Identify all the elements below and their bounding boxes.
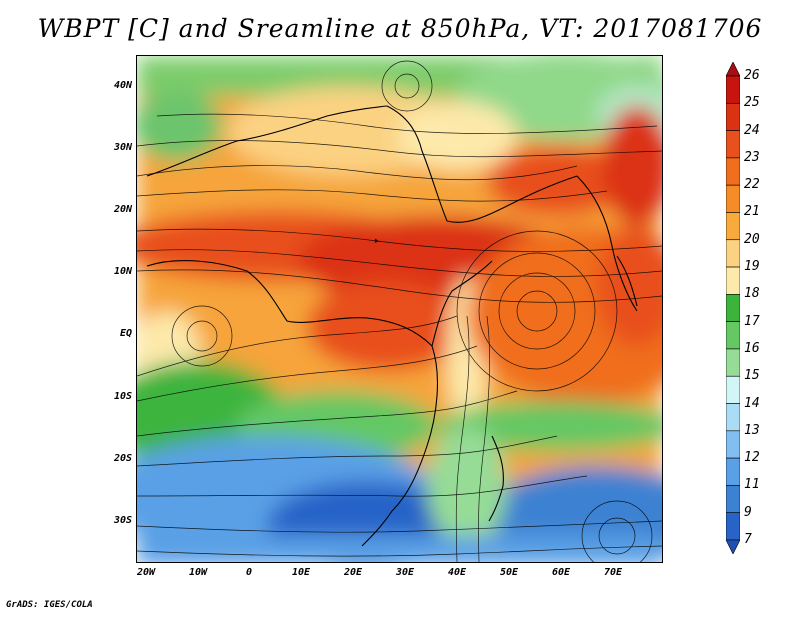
colorbar-label: 14 bbox=[744, 395, 760, 411]
colorbar-segment bbox=[725, 403, 741, 432]
lon-label-40e: 40E bbox=[447, 567, 467, 578]
colorbar-segment-min bbox=[725, 539, 741, 555]
colorbar-label: 7 bbox=[744, 532, 752, 547]
colorbar-label: 12 bbox=[744, 450, 760, 466]
colorbar-segment bbox=[725, 375, 741, 404]
colorbar-label: 13 bbox=[744, 422, 760, 438]
lon-label-70e: 70E bbox=[603, 567, 623, 578]
lat-label-20n: 20N bbox=[113, 204, 132, 215]
colorbar-svg bbox=[725, 61, 741, 555]
lat-label-10s: 10S bbox=[113, 391, 132, 402]
colorbar-segment bbox=[725, 512, 741, 541]
lon-label-30e: 30E bbox=[395, 567, 415, 578]
colorbar-segment bbox=[725, 485, 741, 514]
lon-label-20e: 20E bbox=[343, 567, 363, 578]
lat-label-10n: 10N bbox=[113, 266, 132, 277]
colorbar-segment bbox=[725, 75, 741, 104]
lon-label-60e: 60E bbox=[551, 567, 571, 578]
colorbar-label: 11 bbox=[744, 477, 760, 493]
colorbar-label: 21 bbox=[744, 204, 760, 220]
colorbar-label: 20 bbox=[744, 231, 760, 247]
map-canvas bbox=[137, 56, 662, 562]
colorbar-segment bbox=[725, 321, 741, 350]
colorbar-segment bbox=[725, 157, 741, 186]
colorbar-segment bbox=[725, 130, 741, 159]
lat-label-eq: EQ bbox=[119, 328, 132, 339]
map-plot-area bbox=[136, 55, 663, 563]
colorbar-label: 23 bbox=[744, 149, 760, 165]
lon-label-0: 0 bbox=[245, 567, 253, 578]
colorbar-label: 9 bbox=[744, 504, 752, 520]
colorbar bbox=[725, 61, 741, 555]
colorbar-label: 17 bbox=[744, 313, 760, 329]
colorbar-segment bbox=[725, 212, 741, 241]
colorbar-segment bbox=[725, 430, 741, 459]
colorbar-label: 26 bbox=[744, 68, 760, 83]
lon-label-10w: 10W bbox=[188, 567, 208, 578]
colorbar-label: 16 bbox=[744, 340, 760, 356]
colorbar-segment bbox=[725, 266, 741, 295]
lat-label-30n: 30N bbox=[113, 142, 132, 153]
grads-credit: GrADS: IGES/COLA bbox=[6, 600, 93, 610]
coastlines bbox=[146, 105, 638, 547]
colorbar-label: 24 bbox=[744, 122, 760, 138]
lon-label-20w: 20W bbox=[136, 567, 156, 578]
lon-label-50e: 50E bbox=[499, 567, 519, 578]
colorbar-segment bbox=[725, 102, 741, 131]
colorbar-label: 22 bbox=[744, 177, 760, 193]
colorbar-segment bbox=[725, 294, 741, 322]
colorbar-label: 19 bbox=[744, 259, 760, 275]
lat-label-30s: 30S bbox=[113, 515, 132, 526]
streamlines bbox=[137, 60, 662, 562]
lat-label-40n: 40N bbox=[113, 80, 132, 91]
map-title: WBPT [C] and Sreamline at 850hPa, VT: 20… bbox=[37, 14, 763, 43]
colorbar-segment-max bbox=[725, 61, 741, 77]
colorbar-label: 18 bbox=[744, 286, 760, 302]
lon-label-10e: 10E bbox=[291, 567, 311, 578]
colorbar-segment bbox=[725, 184, 741, 213]
colorbar-segment bbox=[725, 457, 741, 486]
colorbar-segment bbox=[725, 239, 741, 268]
colorbar-label: 25 bbox=[744, 95, 760, 111]
colorbar-segment bbox=[725, 348, 741, 377]
lat-label-20s: 20S bbox=[113, 453, 132, 464]
colorbar-label: 15 bbox=[744, 368, 760, 384]
